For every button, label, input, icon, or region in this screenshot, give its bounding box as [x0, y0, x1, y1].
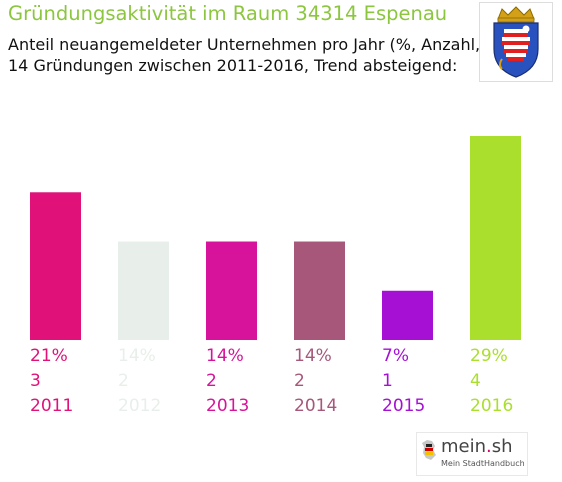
count-label-2012: 2	[118, 371, 129, 391]
percent-label-2016: 29%	[470, 346, 508, 366]
logo-tagline: Mein StadtHandbuch	[441, 459, 525, 468]
logo-brand-dot: .	[486, 436, 492, 457]
logo-brand-tld: sh	[491, 436, 513, 457]
percent-label-2011: 21%	[30, 346, 68, 366]
percent-label-2013: 14%	[206, 346, 244, 366]
germany-map-icon	[421, 439, 437, 465]
year-label-2012: 2012	[118, 396, 162, 416]
year-label-2015: 2015	[382, 396, 426, 416]
year-label-2014: 2014	[294, 396, 338, 416]
chart-subtitle-line-1: Anteil neuangemeldeter Unternehmen pro J…	[8, 35, 523, 54]
percent-label-2014: 14%	[294, 346, 332, 366]
bar-2014	[294, 241, 345, 340]
count-label-2014: 2	[294, 371, 305, 391]
year-label-2016: 2016	[470, 396, 514, 416]
bar-label-group-2013: 14% 2 2013	[206, 344, 266, 419]
bar-label-group-2016: 29% 4 2016	[470, 344, 530, 419]
year-label-2011: 2011	[30, 396, 74, 416]
count-label-2013: 2	[206, 371, 217, 391]
count-label-2011: 3	[30, 371, 41, 391]
bar-label-group-2014: 14% 2 2014	[294, 344, 354, 419]
chart-title: Gründungsaktivität im Raum 34314 Espenau	[8, 2, 448, 25]
count-label-2015: 1	[382, 371, 393, 391]
bar-2015	[382, 290, 433, 340]
chart-subtitle-line-2: 14 Gründungen zwischen 2011-2016, Trend …	[8, 56, 458, 75]
mein-sh-logo: mein.sh Mein StadtHandbuch	[416, 432, 528, 476]
logo-brand: mein.sh	[441, 436, 513, 457]
percent-label-2012: 14%	[118, 346, 156, 366]
year-label-2013: 2013	[206, 396, 250, 416]
percent-label-2015: 7%	[382, 346, 409, 366]
bar-label-group-2015: 7% 1 2015	[382, 344, 442, 419]
hessen-coat-of-arms-icon	[479, 2, 553, 82]
bar-2011	[30, 192, 81, 340]
bar-2012	[118, 241, 169, 340]
bar-label-group-2011: 21% 3 2011	[30, 344, 90, 419]
bar-2016	[470, 136, 521, 340]
count-label-2016: 4	[470, 371, 481, 391]
bar-2013	[206, 241, 257, 340]
bar-label-group-2012: 14% 2 2012	[118, 344, 178, 419]
logo-brand-main: mein	[441, 436, 487, 457]
